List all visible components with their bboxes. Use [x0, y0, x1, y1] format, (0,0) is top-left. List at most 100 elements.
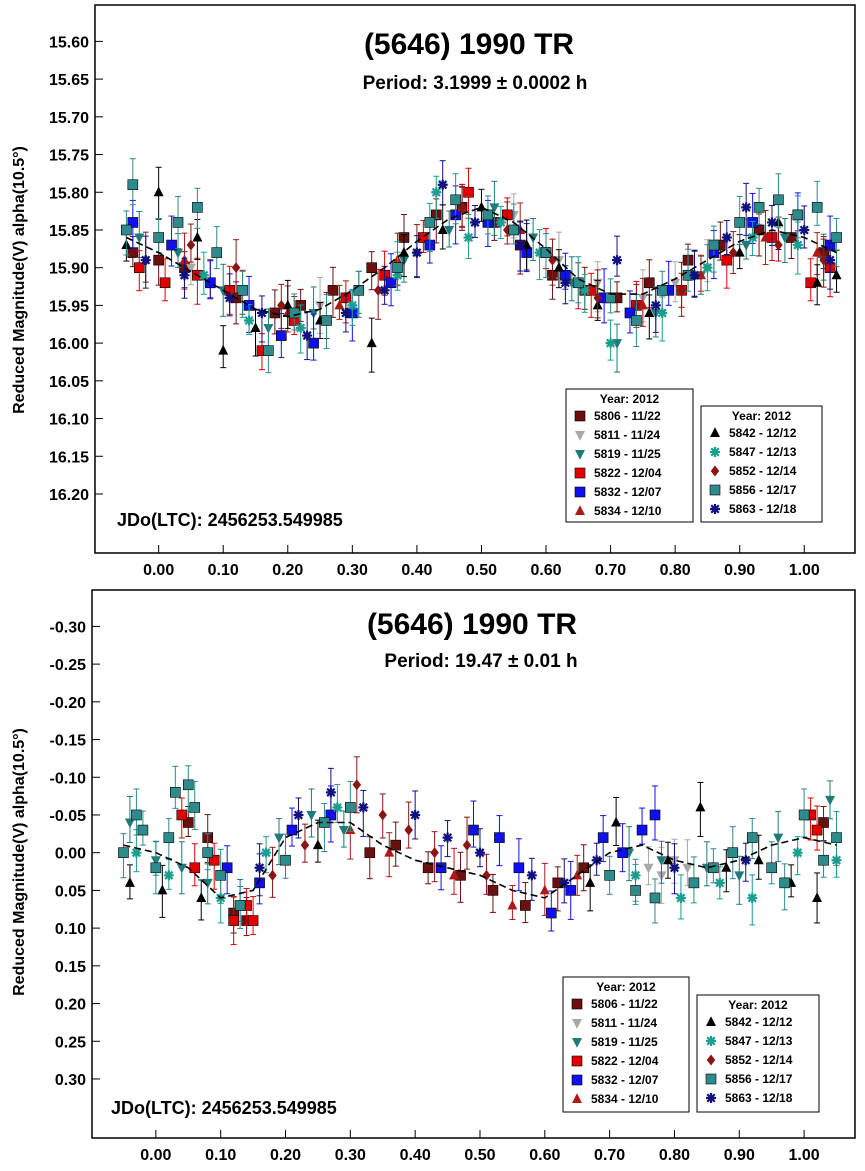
y-tick-label: 16.00 [49, 336, 89, 353]
data-point [302, 330, 313, 341]
data-marks [121, 158, 842, 374]
x-tick-label: 0.00 [140, 1147, 171, 1164]
data-point [202, 847, 214, 858]
legend-entry: 5852 - 12/14 [729, 464, 797, 478]
data-point [572, 869, 583, 880]
legend-entry: 5822 - 12/04 [594, 466, 662, 480]
data-point [163, 870, 174, 881]
legend-title: Year: 2012 [596, 980, 656, 994]
data-point [650, 300, 661, 311]
epoch-label: JDo(LTC): 2456253.549985 [117, 510, 343, 530]
data-point [124, 818, 135, 829]
legend-marker [572, 1019, 582, 1029]
y-tick-label: 0.25 [55, 1034, 86, 1051]
data-point [520, 900, 531, 911]
legend-entry: 5806 - 11/22 [594, 409, 661, 423]
data-point [792, 847, 803, 858]
data-point [812, 892, 823, 902]
data-point [649, 809, 661, 821]
data-point [521, 239, 532, 250]
data-point [179, 270, 190, 281]
data-point [526, 870, 537, 881]
x-tick-label: 0.40 [400, 1147, 431, 1164]
data-point [127, 247, 139, 258]
data-point [662, 854, 673, 865]
legend-entry: 5819 - 11/25 [591, 1035, 658, 1049]
data-point [819, 254, 828, 266]
data-point [131, 809, 142, 821]
data-point [792, 240, 803, 251]
legend-marker [710, 427, 720, 437]
data-point [670, 278, 681, 289]
data-point [644, 307, 655, 317]
legend-entry: 5863 - 12/18 [725, 1091, 793, 1105]
epoch-label: JDo(LTC): 2456253.549985 [111, 1098, 337, 1118]
data-point [470, 217, 480, 228]
data-point [649, 892, 661, 904]
data-point [741, 202, 752, 213]
data-point [534, 247, 545, 258]
x-tick-label: 0.50 [466, 562, 497, 579]
legend-frame [562, 976, 690, 1113]
data-point [411, 247, 422, 258]
data-point [170, 787, 181, 798]
data-point [637, 299, 648, 310]
lightcurve-panel-top: (5646) 1990 TR Period: 3.1999 ± 0.0002 h… [11, 4, 856, 579]
data-point [332, 802, 343, 813]
data-point [688, 877, 700, 889]
data-point [247, 915, 259, 926]
data-point [159, 277, 171, 289]
data-point [779, 877, 790, 889]
data-point [176, 809, 188, 821]
legend-marker [706, 1054, 716, 1066]
data-point [539, 884, 550, 895]
data-point [605, 292, 616, 304]
data-point [449, 869, 460, 880]
data-point [176, 863, 187, 874]
data-point [280, 854, 291, 866]
data-point [747, 892, 758, 903]
data-point [728, 247, 738, 259]
data-point [237, 285, 248, 296]
data-point [572, 277, 584, 289]
data-point [702, 262, 713, 273]
data-point [430, 847, 439, 859]
data-point [773, 833, 784, 844]
legend-marker [575, 505, 585, 515]
data-point [277, 299, 286, 311]
data-point [605, 338, 616, 349]
data-point [121, 224, 132, 236]
legend-marker [710, 447, 720, 457]
y-tick-label: 0.10 [55, 921, 86, 938]
data-point [591, 855, 602, 866]
x-tick-label: 0.00 [143, 562, 174, 579]
data-point [643, 863, 654, 874]
y-tick-label: 16.15 [49, 449, 89, 466]
legend-marker [705, 1073, 717, 1085]
data-point [153, 254, 164, 266]
legend-marker [574, 410, 586, 422]
x-tick-label: 1.00 [789, 1147, 820, 1164]
data-point [208, 854, 220, 866]
data-point [352, 779, 362, 791]
data-point [192, 231, 203, 242]
y-tick-label: 0.15 [55, 959, 86, 976]
data-point [812, 246, 823, 257]
data-point [347, 300, 358, 311]
data-point [753, 854, 764, 865]
series-6 [124, 781, 823, 924]
data-point [721, 862, 732, 872]
data-point [378, 809, 387, 821]
legend-marker [571, 1055, 583, 1067]
data-point [656, 856, 667, 866]
data-point [231, 262, 241, 274]
data-point [256, 307, 267, 318]
fourier-fit-curve [126, 206, 837, 318]
data-point [753, 202, 765, 213]
data-point [418, 232, 429, 243]
data-point [244, 315, 255, 326]
data-point [364, 847, 376, 858]
data-point [437, 224, 448, 234]
data-point [325, 787, 336, 798]
legend-marker [710, 465, 720, 477]
